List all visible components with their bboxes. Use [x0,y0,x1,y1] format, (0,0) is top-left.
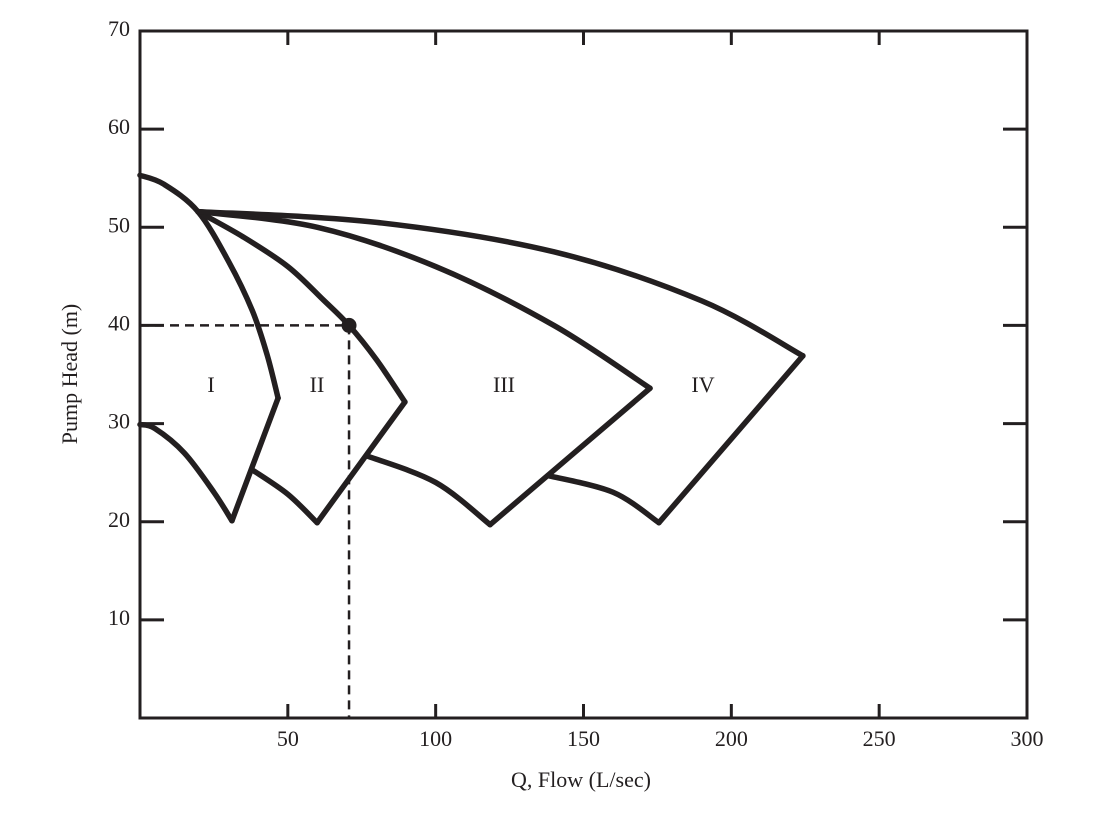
y-tick-label: 50 [108,212,130,237]
pump-curve [545,472,662,526]
region-label: IV [691,372,714,397]
x-tick-label: 250 [863,726,896,751]
pump-curve [229,395,281,524]
pump-curve [364,453,493,528]
pump-curve [656,353,806,526]
pump-curve [195,208,408,405]
x-tick-label: 300 [1011,726,1044,751]
y-axis-label: Pump Head (m) [57,304,82,445]
y-tick-label: 60 [108,114,130,139]
pump-curve [487,385,653,528]
pump-curve [195,208,806,359]
y-tick-label: 10 [108,605,130,630]
x-tick-label: 50 [277,726,299,751]
y-tick-label: 40 [108,310,130,335]
pump-curve [195,208,653,391]
region-label: III [493,372,515,397]
region-label: I [207,372,214,397]
x-tick-label: 200 [715,726,748,751]
pump-curve [137,421,235,524]
pump-curve [249,466,320,526]
y-tick-label: 30 [108,409,130,434]
x-tick-label: 100 [419,726,452,751]
operating-point [341,317,357,333]
y-tick-label: 20 [108,507,130,532]
pump-curve [137,172,281,401]
region-label: II [310,372,325,397]
x-axis-label: Q, Flow (L/sec) [511,767,651,792]
x-tick-label: 150 [567,726,600,751]
pump-curve [314,399,408,526]
y-tick-label: 70 [108,16,130,41]
